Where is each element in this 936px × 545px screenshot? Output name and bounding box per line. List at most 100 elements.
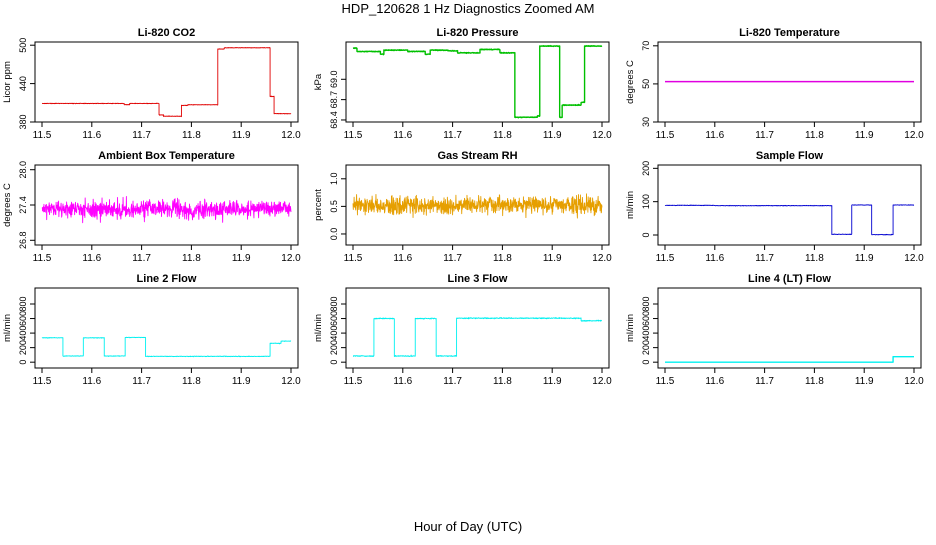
plot-frame <box>657 287 922 369</box>
y-tick-label: 0 <box>329 360 339 365</box>
x-tick-label: 11.9 <box>543 376 562 387</box>
panel-line2: Line 2 Flow ml/min 11.5 11.6 11.7 11.8 11.9 12.… <box>2 273 301 387</box>
panel-title: Li-820 CO2 <box>138 27 195 39</box>
y-tick-label: 200 <box>641 161 651 176</box>
panel-rh: Gas Stream RH percent 11.5 11.6 11.7 11.8 11.9… <box>313 150 612 264</box>
x-tick-label: 11.9 <box>232 253 251 264</box>
y-tick-label: 28.0 <box>18 161 28 179</box>
y-tick-label: 200 <box>329 340 339 355</box>
x-tick-label: 11.5 <box>344 130 363 141</box>
x-tick-label: 11.7 <box>755 253 774 264</box>
x-tick-label: 11.7 <box>755 130 774 141</box>
y-axis-label: degrees C <box>625 60 636 104</box>
panel-title: Li-820 Pressure <box>437 27 519 39</box>
panel-title: Line 2 Flow <box>137 273 197 285</box>
panel-li820temp: Li-820 Temperature degrees C 11.5 11.6 11.7 1… <box>625 27 924 141</box>
x-tick-label: 11.6 <box>393 130 412 141</box>
plot-frame <box>34 41 299 123</box>
x-tick-label: 11.7 <box>132 130 151 141</box>
x-tick-label: 11.6 <box>705 130 724 141</box>
y-axis-label: percent <box>313 189 324 221</box>
y-tick-label: 0.5 <box>329 200 339 213</box>
y-tick-label: 69.0 <box>329 71 339 89</box>
x-tick-label: 11.9 <box>543 130 562 141</box>
y-tick-label: 26.8 <box>18 232 28 250</box>
x-tick-label: 12.0 <box>904 130 924 141</box>
y-tick-label: 600 <box>18 311 28 326</box>
y-tick-label: 0 <box>18 360 28 365</box>
x-tick-label: 11.8 <box>493 376 512 387</box>
panel-line3: Line 3 Flow ml/min 11.5 11.6 11.7 11.8 11.9 12.… <box>313 273 612 387</box>
x-tick-label: 11.6 <box>82 253 101 264</box>
x-tick-label: 11.9 <box>855 130 874 141</box>
x-tick-label: 11.6 <box>82 130 101 141</box>
x-tick-label: 11.7 <box>443 376 462 387</box>
plot-frame <box>657 164 922 246</box>
y-axis-label: ml/min <box>625 191 636 219</box>
panel-title: Ambient Box Temperature <box>98 150 235 162</box>
plot-frame <box>345 41 610 123</box>
y-tick-label: 30 <box>641 117 651 127</box>
plot-frame <box>34 287 299 369</box>
y-axis-label: Licor ppm <box>2 61 13 103</box>
x-tick-label: 11.8 <box>182 253 201 264</box>
panel-title: Line 4 (LT) Flow <box>748 273 831 285</box>
x-tick-label: 11.6 <box>393 376 412 387</box>
panel-pressure: Li-820 Pressure kPa 11.5 11.6 11.7 11.8 11.9 12… <box>313 27 612 141</box>
data-series <box>41 336 292 358</box>
y-tick-label: 400 <box>329 326 339 341</box>
x-tick-label: 11.6 <box>705 376 724 387</box>
x-tick-label: 11.5 <box>33 130 52 141</box>
plot-frame <box>657 41 922 123</box>
y-tick-label: 1.0 <box>329 173 339 186</box>
data-series <box>352 193 603 219</box>
y-tick-label: 440 <box>18 76 28 91</box>
panel-title: Gas Stream RH <box>437 150 517 162</box>
panel-co2: Li-820 CO2 Licor ppm 11.5 11.6 11.7 11.8 11.9 1… <box>2 27 301 141</box>
plot-frame <box>345 164 610 246</box>
x-tick-label: 12.0 <box>592 253 612 264</box>
y-tick-label: 500 <box>18 38 28 53</box>
x-tick-label: 12.0 <box>281 130 301 141</box>
panel-title: Li-820 Temperature <box>739 27 840 39</box>
x-tick-label: 11.9 <box>232 130 251 141</box>
x-tick-label: 11.9 <box>855 253 874 264</box>
x-tick-label: 12.0 <box>592 376 612 387</box>
x-tick-label: 12.0 <box>592 130 612 141</box>
y-tick-label: 0 <box>641 360 651 365</box>
y-tick-label: 200 <box>641 340 651 355</box>
data-series <box>41 195 292 224</box>
panel-title: Line 3 Flow <box>448 273 508 285</box>
x-tick-label: 11.5 <box>344 376 363 387</box>
y-tick-label: 800 <box>18 296 28 311</box>
x-tick-label: 11.5 <box>33 376 52 387</box>
x-tick-label: 11.8 <box>805 376 824 387</box>
y-tick-label: 400 <box>641 326 651 341</box>
y-tick-label: 100 <box>641 194 651 209</box>
x-tick-label: 11.8 <box>182 130 201 141</box>
x-tick-label: 11.7 <box>755 376 774 387</box>
panel-title: Sample Flow <box>756 150 824 162</box>
panel-line4: Line 4 (LT) Flow ml/min 11.5 11.6 11.7 11.8 11… <box>625 273 924 387</box>
y-tick-label: 0.0 <box>329 228 339 241</box>
x-tick-label: 11.6 <box>705 253 724 264</box>
panels: Li-820 CO2 Licor ppm 11.5 11.6 11.7 11.8 11.9 1… <box>2 27 924 387</box>
x-tick-label: 12.0 <box>281 253 301 264</box>
x-tick-label: 11.7 <box>132 253 151 264</box>
y-tick-label: 70 <box>641 41 651 51</box>
x-tick-label: 11.7 <box>443 130 462 141</box>
x-tick-label: 11.5 <box>344 253 363 264</box>
data-series <box>352 44 603 119</box>
x-tick-label: 11.7 <box>443 253 462 264</box>
y-tick-label: 800 <box>641 296 651 311</box>
panel-boxtemp: Ambient Box Temperature degrees C 11.5 11.6… <box>2 150 301 264</box>
x-tick-label: 12.0 <box>904 253 924 264</box>
x-axis-label: Hour of Day (UTC) <box>414 519 522 534</box>
y-axis-label: kPa <box>313 73 324 90</box>
y-tick-label: 600 <box>641 311 651 326</box>
data-series <box>664 356 915 363</box>
y-tick-label: 0 <box>641 232 651 237</box>
y-tick-label: 400 <box>18 326 28 341</box>
